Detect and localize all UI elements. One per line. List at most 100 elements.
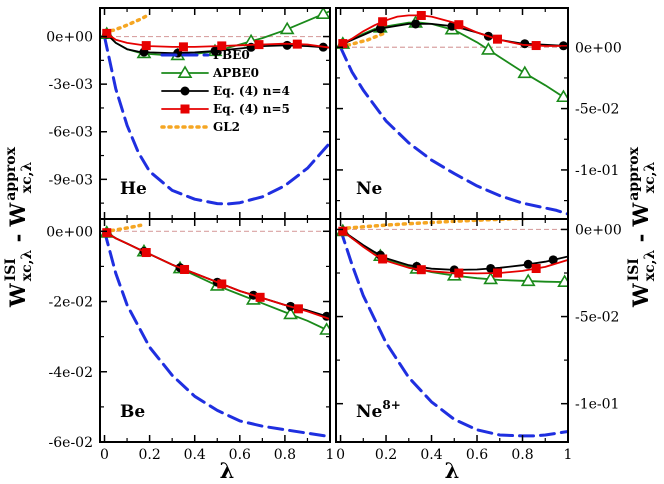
panel-frame xyxy=(99,218,331,443)
series-line-gl2 xyxy=(102,12,152,34)
y-tick-label: -3e-03 xyxy=(49,77,93,93)
legend-marker xyxy=(180,86,190,96)
marker-n4 xyxy=(210,46,220,56)
marker-n5 xyxy=(178,42,188,52)
marker-n5 xyxy=(492,268,502,278)
panels-layer: 0e+00 -3e-03 -6e-03 -9e-03 He 0e+00 -5e-02 -1e-… xyxy=(46,7,622,463)
marker-n5 xyxy=(292,39,302,49)
series-line-gl2 xyxy=(338,30,388,48)
plot-area xyxy=(336,10,568,216)
marker-apbe0 xyxy=(556,89,568,103)
marker-n5 xyxy=(454,20,464,30)
x-axis-label-left: λ xyxy=(220,458,235,483)
legend-item-n4: Eq. (4) n=4 xyxy=(161,84,290,98)
marker-n5 xyxy=(531,264,541,274)
series-line-n5 xyxy=(103,30,330,49)
marker-n4 xyxy=(447,21,457,31)
marker-apbe0 xyxy=(480,42,496,55)
series-line-n5 xyxy=(103,230,330,321)
marker-n4 xyxy=(523,259,533,269)
panel-ne: 0e+00 -5e-02 -1e-01 Ne xyxy=(335,7,622,220)
x-tick-label: 0 xyxy=(100,447,109,463)
marker-n5 xyxy=(416,265,426,275)
y-tick-label: -5e-02 xyxy=(575,310,619,326)
legend-marker xyxy=(177,65,193,78)
marker-n4 xyxy=(282,40,292,50)
axis-labels: λ λ WISIxc,λ - Wapproxxc,λ WISIxc,λ - Wappr… xyxy=(3,146,658,483)
y-tick-label: -2e-02 xyxy=(49,295,93,311)
x-tick-label: 0.8 xyxy=(511,447,533,463)
x-tick-label: 0 xyxy=(336,447,345,463)
y-tick-label: -1e-01 xyxy=(575,163,619,179)
y-axis-label-right: WISIxc,λ - Wapproxxc,λ xyxy=(626,146,658,308)
legend: PBE0 APBE0 Eq. (4) n=4 Eq. (4) n=5 GL2 xyxy=(160,48,290,134)
marker-n5 xyxy=(141,248,151,258)
y-tick-label: 0e+00 xyxy=(575,222,622,238)
x-tick-label: 0.2 xyxy=(138,447,160,463)
marker-n5 xyxy=(102,228,112,238)
y-tick-label: -4e-02 xyxy=(49,365,93,381)
legend-marker xyxy=(180,104,190,114)
marker-n4 xyxy=(520,39,530,49)
series-line-n4 xyxy=(339,228,568,271)
marker-n4 xyxy=(411,19,421,29)
marker-n5 xyxy=(141,41,151,51)
y-tick-label: -5e-02 xyxy=(575,102,619,118)
marker-n4 xyxy=(375,24,385,34)
legend-label: PBE0 xyxy=(213,48,250,62)
y-tick-label: -6e-03 xyxy=(49,125,93,141)
marker-n5 xyxy=(217,41,227,51)
y-tick-label: -6e-02 xyxy=(49,435,93,451)
x-tick-label: 0.2 xyxy=(375,447,397,463)
legend-item-apbe0: APBE0 xyxy=(161,65,259,80)
x-tick-label: 0.4 xyxy=(420,447,442,463)
legend-label: Eq. (4) n=5 xyxy=(213,102,290,116)
x-tick-label: 0.6 xyxy=(229,447,251,463)
legend-item-n5: Eq. (4) n=5 xyxy=(161,102,290,116)
plot-area xyxy=(100,8,330,206)
y-tick-label: -1e-01 xyxy=(575,397,619,413)
marker-apbe0 xyxy=(520,273,536,287)
series-line-pbe0 xyxy=(339,45,568,216)
marker-apbe0 xyxy=(517,65,533,79)
marker-n5 xyxy=(378,254,388,264)
series-line-pbe0 xyxy=(103,35,330,206)
marker-n5 xyxy=(217,279,227,289)
marker-n5 xyxy=(255,292,265,302)
marker-apbe0 xyxy=(283,306,298,320)
x-axis-label-right: λ xyxy=(445,458,460,483)
series-line-pbe0 xyxy=(103,229,330,439)
x-tick-label: 0.4 xyxy=(184,447,206,463)
legend-label: APBE0 xyxy=(212,66,259,80)
marker-n5 xyxy=(492,34,502,44)
marker-n5 xyxy=(102,28,112,38)
series-line-n5 xyxy=(339,228,568,275)
plot-area xyxy=(100,223,330,439)
y-tick-label: -9e-03 xyxy=(49,172,93,188)
panel-label: Ne xyxy=(356,179,383,199)
y-tick-label: 0e+00 xyxy=(46,224,93,240)
panel-be: 0 0.2 0.4 0.6 0.8 1 0e+00 -2e-02 -4e-02 -6e-02 Be xyxy=(46,218,334,463)
marker-n5 xyxy=(338,39,348,49)
x-tick-label: 0.6 xyxy=(466,447,488,463)
marker-n4 xyxy=(548,255,558,265)
legend-label: GL2 xyxy=(213,120,240,134)
marker-apbe0 xyxy=(279,21,295,35)
x-tick-label: 1 xyxy=(564,447,573,463)
marker-n5 xyxy=(254,40,264,50)
y-tick-label: 0e+00 xyxy=(46,30,93,46)
panel-ne8: 0 0.2 0.4 0.6 0.8 1 0e+00 -5e-02 -1e-01 Ne8+ xyxy=(335,218,622,463)
marker-n5 xyxy=(378,17,388,27)
panel-frame xyxy=(335,218,569,443)
marker-n4 xyxy=(486,263,496,273)
marker-apbe0 xyxy=(315,8,330,20)
marker-n5 xyxy=(293,304,303,314)
marker-apbe0 xyxy=(483,271,499,285)
y-axis-label-left: WISIxc,λ - Wapproxxc,λ xyxy=(3,146,35,308)
marker-n5 xyxy=(180,264,190,274)
marker-n5 xyxy=(454,268,464,278)
marker-n5 xyxy=(531,41,541,51)
legend-item-pbe0: PBE0 xyxy=(160,48,250,62)
marker-n5 xyxy=(416,10,426,20)
